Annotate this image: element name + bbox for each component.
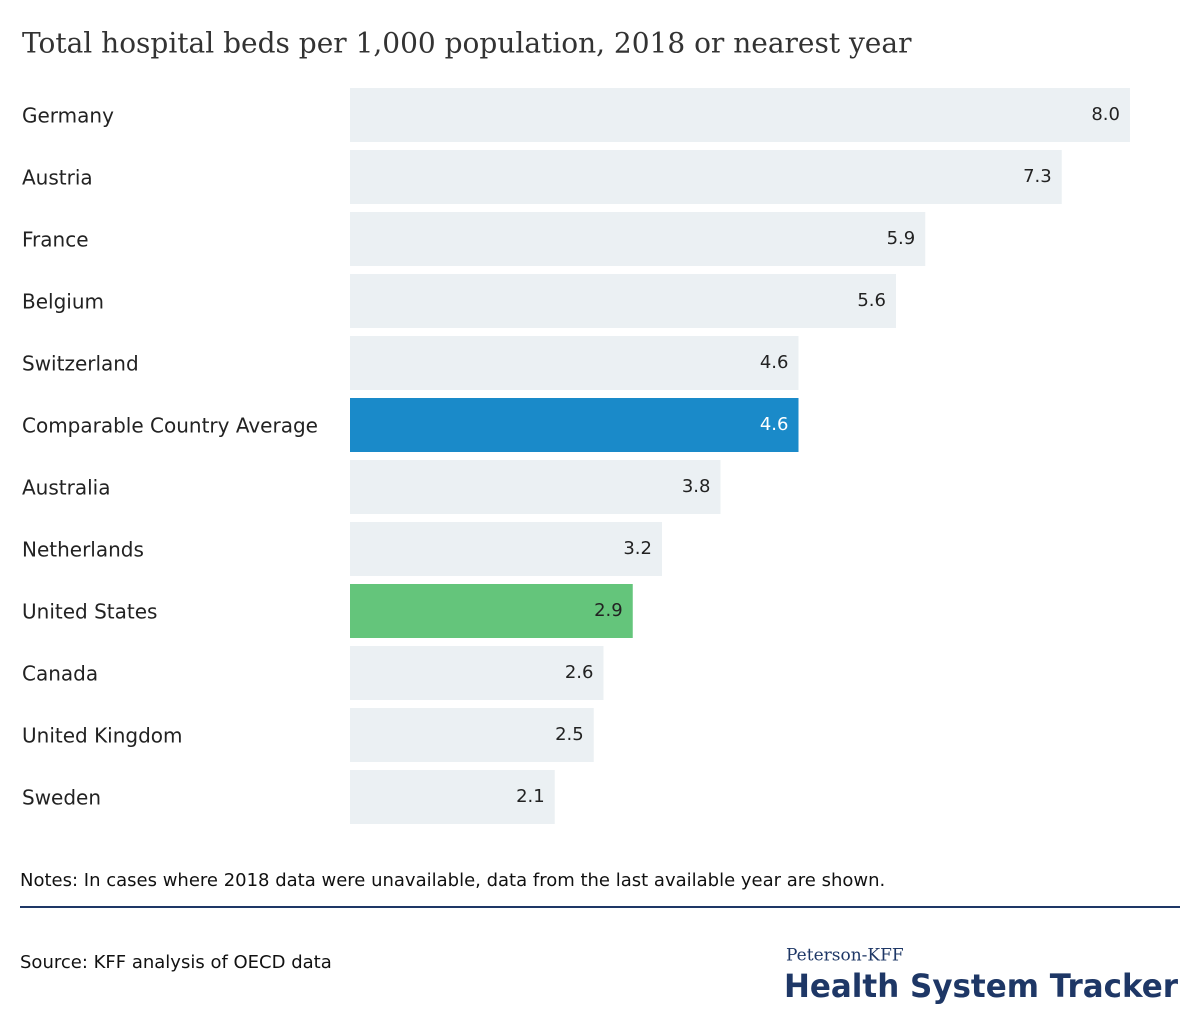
bar [350, 460, 721, 514]
bar [350, 212, 926, 266]
value-label: 4.6 [760, 352, 789, 373]
category-label: Canada [22, 662, 98, 686]
bar [350, 770, 555, 824]
category-label: Germany [22, 104, 114, 128]
category-label: Sweden [22, 786, 101, 810]
bar [350, 398, 799, 452]
notes: Notes: In cases where 2018 data were una… [20, 870, 885, 891]
category-label: Switzerland [22, 352, 139, 376]
bar [350, 646, 604, 700]
bar [350, 150, 1062, 204]
value-label: 5.9 [887, 228, 916, 249]
category-label: France [22, 228, 89, 252]
bar [350, 274, 896, 328]
logo-main: Health System Tracker [784, 967, 1178, 1005]
value-label: 2.5 [555, 724, 584, 745]
value-label: 2.6 [565, 662, 594, 683]
bar [350, 584, 633, 638]
category-label: Netherlands [22, 538, 144, 562]
category-label: Comparable Country Average [22, 414, 318, 438]
value-label: 5.6 [857, 290, 886, 311]
value-label: 8.0 [1091, 104, 1120, 125]
bar [350, 522, 662, 576]
value-label: 7.3 [1023, 166, 1052, 187]
bar [350, 708, 594, 762]
chart-title: Total hospital beds per 1,000 population… [22, 27, 912, 60]
category-label: Belgium [22, 290, 104, 314]
category-label: United Kingdom [22, 724, 183, 748]
bar [350, 336, 799, 390]
category-label: Australia [22, 476, 110, 500]
source: Source: KFF analysis of OECD data [20, 952, 332, 973]
category-label: United States [22, 600, 157, 624]
value-label: 4.6 [760, 414, 789, 435]
category-label: Austria [22, 166, 93, 190]
value-label: 2.9 [594, 600, 623, 621]
value-label: 3.8 [682, 476, 711, 497]
value-label: 2.1 [516, 786, 545, 807]
logo-top: Peterson-KFF [786, 946, 904, 966]
value-label: 3.2 [623, 538, 652, 559]
bar [350, 88, 1130, 142]
